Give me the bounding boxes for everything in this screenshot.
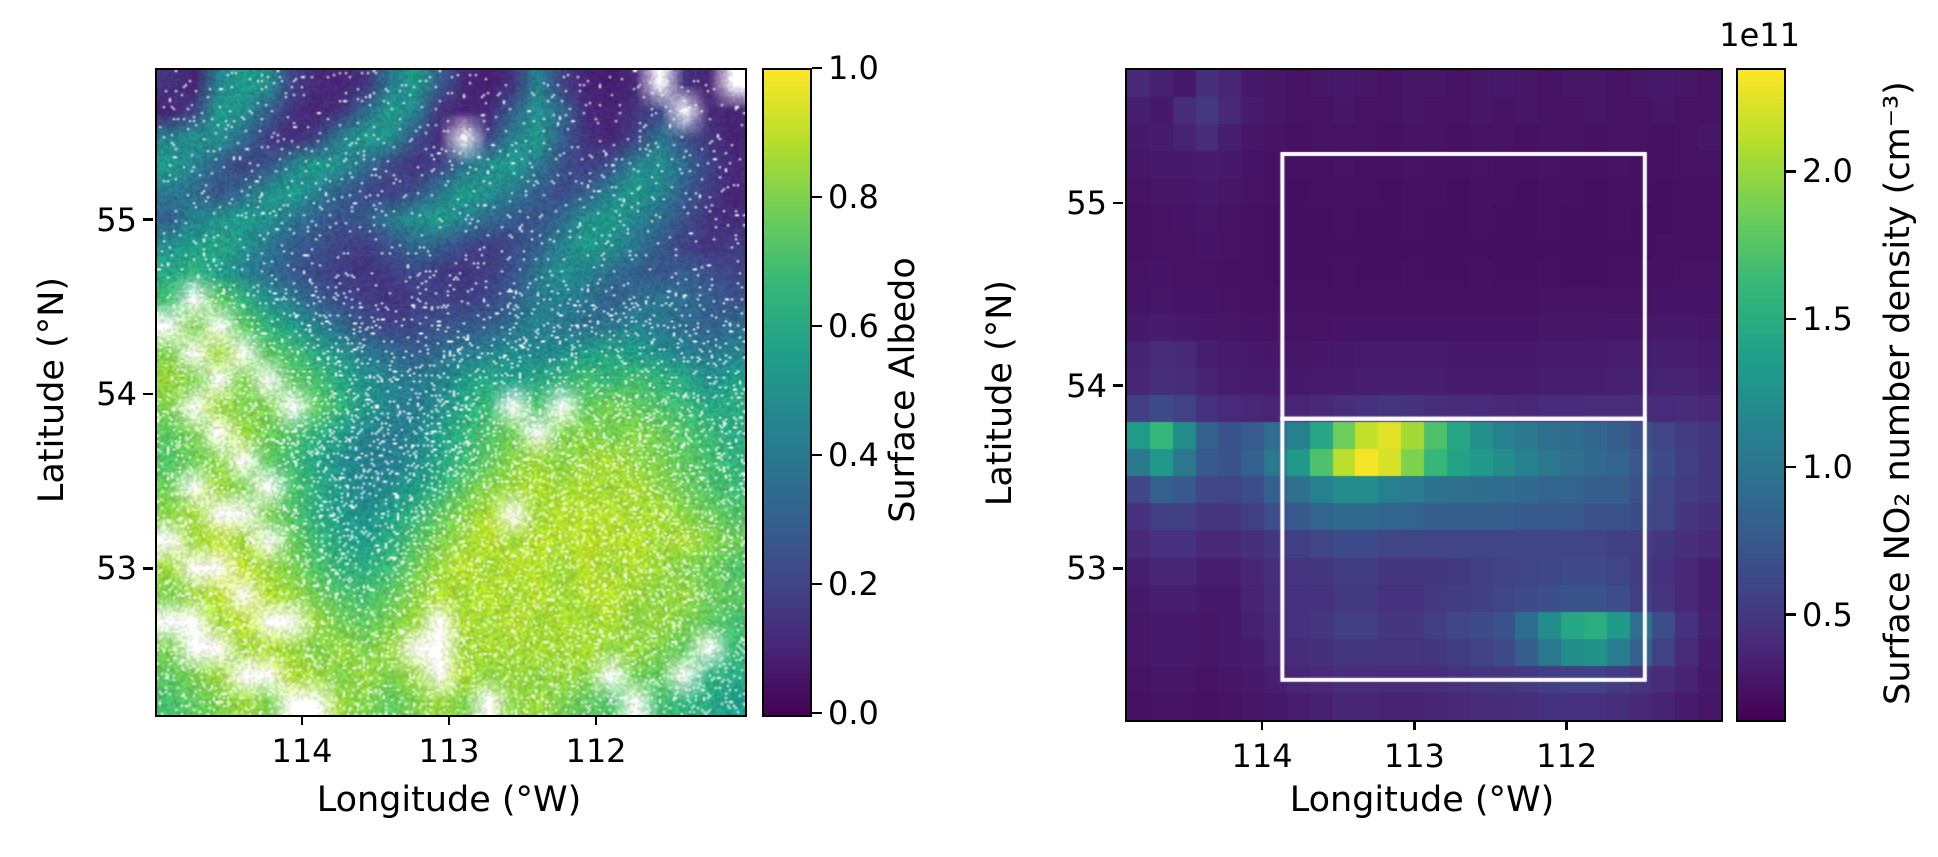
colorbar-tick-mark (1786, 613, 1796, 616)
x-tick-label: 113 (418, 732, 480, 770)
y-tick-label: 53 (96, 549, 137, 588)
colorbar-tick-mark (1786, 317, 1796, 321)
x-tick-label: 113 (1383, 737, 1445, 775)
albedo-colorbar-gradient (764, 70, 810, 715)
no2-map-plot (1125, 68, 1723, 722)
y-tick-label: 55 (1066, 184, 1107, 223)
colorbar-tick-mark (812, 324, 822, 328)
colorbar-tick-label: 0.4 (828, 436, 879, 474)
colorbar-tick-mark (812, 711, 822, 715)
colorbar-tick-mark (812, 453, 822, 457)
colorbar-tick-label: 0.6 (828, 307, 879, 345)
colorbar-tick-mark (1786, 170, 1796, 173)
y-tick-label: 54 (96, 374, 137, 413)
no2-colorbar-scale-offset: 1e11 (1719, 16, 1800, 54)
y-tick-label: 55 (96, 200, 137, 239)
y-tick-mark (1113, 201, 1123, 205)
x-tick-label: 114 (1231, 737, 1293, 775)
colorbar-tick-mark (1786, 465, 1796, 469)
y-tick-mark (1113, 384, 1123, 387)
y-tick-mark (143, 392, 153, 396)
no2-colorbar (1736, 68, 1786, 722)
albedo-map-plot (155, 68, 747, 717)
albedo-colorbar-label: Surface Albedo (883, 257, 923, 523)
x-tick-mark (447, 715, 451, 725)
y-tick-label: 54 (1066, 366, 1107, 405)
colorbar-tick-label: 1.5 (1802, 300, 1853, 339)
right-x-axis-label: Longitude (°W) (1289, 780, 1555, 820)
y-tick-mark (143, 218, 153, 221)
colorbar-tick-mark (812, 66, 822, 70)
x-tick-mark (594, 715, 598, 725)
colorbar-tick-mark (812, 195, 822, 199)
no2-colorbar-gradient (1738, 70, 1784, 720)
x-tick-mark (300, 715, 304, 725)
colorbar-tick-label: 0.5 (1802, 595, 1853, 634)
colorbar-tick-label: 0.2 (828, 565, 879, 603)
no2-heatmap-canvas (1127, 70, 1721, 720)
right-y-axis-label: Latitude (°N) (980, 279, 1020, 507)
x-tick-label: 112 (565, 732, 627, 770)
y-tick-mark (143, 567, 153, 570)
x-tick-label: 114 (271, 732, 333, 770)
y-tick-label: 53 (1066, 549, 1107, 588)
colorbar-tick-label: 0.0 (828, 694, 879, 732)
x-tick-mark (1565, 720, 1568, 730)
albedo-heatmap-canvas (157, 70, 745, 715)
x-tick-mark (1260, 720, 1264, 730)
left-x-axis-label: Longitude (°W) (316, 780, 582, 820)
colorbar-tick-label: 1.0 (828, 49, 879, 87)
colorbar-tick-mark (812, 582, 822, 586)
colorbar-tick-label: 1.0 (1802, 447, 1853, 486)
y-tick-mark (1113, 567, 1123, 570)
albedo-colorbar (762, 68, 812, 717)
colorbar-tick-label: 2.0 (1802, 152, 1853, 191)
x-tick-mark (1413, 720, 1416, 730)
x-tick-label: 112 (1536, 737, 1598, 775)
colorbar-tick-label: 0.8 (828, 178, 879, 216)
